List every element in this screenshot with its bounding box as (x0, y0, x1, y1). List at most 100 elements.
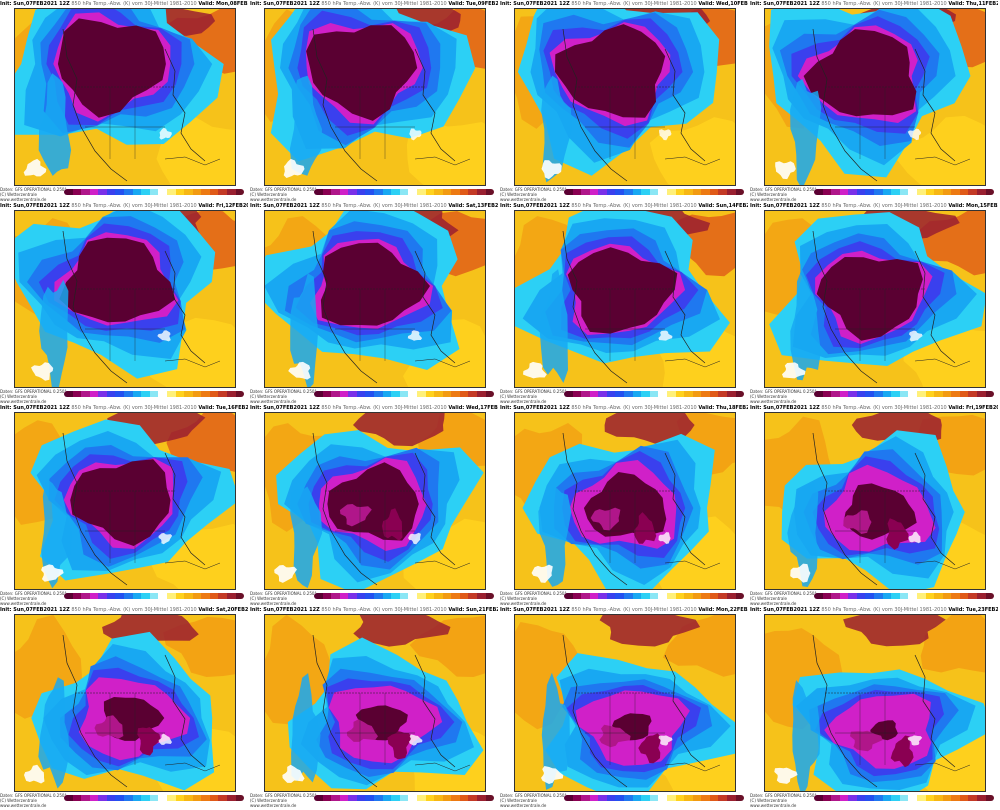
color-scale-swatch (89, 795, 99, 801)
color-scale-swatch (942, 391, 952, 397)
source-line: (C) Wetterzentrale (750, 192, 787, 197)
color-scale-swatch (891, 391, 900, 397)
color-scale-bar (564, 795, 745, 801)
forecast-panel[interactable]: Init: Sun,07FEB2021 12Z 850 hPa Temp.-Ab… (500, 606, 748, 808)
color-scale-swatch (408, 593, 417, 599)
color-scale-bar (64, 593, 245, 599)
forecast-panel[interactable]: Init: Sun,07FEB2021 12Z 850 hPa Temp.-Ab… (500, 0, 748, 202)
panel-footer: Daten: GFS OPERATIONAL 0.250° (C) Wetterz… (750, 389, 998, 404)
color-scale-swatch (476, 795, 486, 801)
source-line: Daten: GFS OPERATIONAL 0.250° (500, 187, 567, 192)
color-scale-swatch (856, 189, 866, 195)
color-scale-swatch (331, 795, 340, 801)
color-scale-swatch (985, 189, 995, 195)
color-scale-swatch (831, 795, 840, 801)
color-scale-swatch (865, 189, 875, 195)
color-scale-bar (314, 593, 495, 599)
color-scale-swatch (951, 593, 960, 599)
color-scale-swatch (632, 593, 642, 599)
color-scale-swatch (459, 189, 469, 195)
color-scale-swatch (735, 391, 745, 397)
color-scale-swatch (934, 593, 943, 599)
color-scale-swatch (641, 189, 650, 195)
color-scale-swatch (365, 391, 375, 397)
panel-footer: Daten: GFS OPERATIONAL 0.250° (C) Wetterz… (0, 389, 248, 404)
forecast-panel[interactable]: Init: Sun,07FEB2021 12Z 850 hPa Temp.-Ab… (500, 202, 748, 404)
source-line: www.wetterzentrale.de (0, 601, 47, 606)
color-scale-swatch (899, 593, 909, 599)
forecast-panel[interactable]: Init: Sun,07FEB2021 12Z 850 hPa Temp.-Ab… (250, 0, 498, 202)
color-scale-swatch (934, 189, 943, 195)
color-scale-swatch (856, 593, 866, 599)
forecast-panel[interactable]: Init: Sun,07FEB2021 12Z 850 hPa Temp.-Ab… (250, 202, 498, 404)
forecast-panel[interactable]: Init: Sun,07FEB2021 12Z 850 hPa Temp.-Ab… (750, 0, 998, 202)
init-time: Init: Sun,07FEB2021 12Z (750, 203, 820, 209)
color-scale-swatch (314, 795, 323, 801)
color-scale-swatch (399, 189, 409, 195)
field-description: 850 hPa Temp.-Abw. (K) vom 30J-Mittel 19… (819, 203, 949, 209)
color-scale-swatch (374, 189, 383, 195)
forecast-panel[interactable]: Init: Sun,07FEB2021 12Z 850 hPa Temp.-Ab… (0, 202, 248, 404)
forecast-panel[interactable]: Init: Sun,07FEB2021 12Z 850 hPa Temp.-Ab… (750, 404, 998, 606)
color-scale-swatch (865, 391, 875, 397)
forecast-panel[interactable]: Init: Sun,07FEB2021 12Z 850 hPa Temp.-Ab… (750, 202, 998, 404)
color-scale-swatch (468, 391, 477, 397)
panel-header: Init: Sun,07FEB2021 12Z 850 hPa Temp.-Ab… (750, 606, 998, 614)
forecast-panel[interactable]: Init: Sun,07FEB2021 12Z 850 hPa Temp.-Ab… (750, 606, 998, 808)
forecast-panel[interactable]: Init: Sun,07FEB2021 12Z 850 hPa Temp.-Ab… (250, 606, 498, 808)
color-scale-swatch (106, 189, 116, 195)
color-scale-swatch (666, 189, 676, 195)
color-scale-swatch (942, 795, 952, 801)
valid-time: Valid: Fri,19FEB2021 06Z (948, 405, 998, 411)
color-scale-swatch (209, 189, 219, 195)
source-line: www.wetterzentrale.de (0, 399, 47, 404)
valid-time: Valid: Sun,21FEB2021 06Z (448, 607, 498, 613)
color-scale-swatch (184, 795, 193, 801)
color-scale-swatch (814, 391, 823, 397)
color-scale-swatch (158, 391, 167, 397)
source-credit: Daten: GFS OPERATIONAL 0.250° (C) Wetterz… (250, 187, 316, 202)
source-line: Daten: GFS OPERATIONAL 0.250° (0, 187, 67, 192)
color-scale-swatch (485, 795, 495, 801)
field-description: 850 hPa Temp.-Abw. (K) vom 30J-Mittel 19… (569, 203, 699, 209)
source-credit: Daten: GFS OPERATIONAL 0.250° (C) Wetterz… (250, 793, 317, 808)
source-line: www.wetterzentrale.de (750, 601, 797, 606)
color-scale-swatch (365, 189, 375, 195)
color-scale-swatch (684, 189, 693, 195)
color-scale-swatch (235, 593, 245, 599)
forecast-panel[interactable]: Init: Sun,07FEB2021 12Z 850 hPa Temp.-Ab… (250, 404, 498, 606)
source-line: (C) Wetterzentrale (250, 596, 287, 601)
color-scale-swatch (581, 795, 590, 801)
color-scale-swatch (848, 391, 857, 397)
color-scale-swatch (476, 391, 486, 397)
valid-time: Valid: Sat,13FEB2021 06Z (448, 203, 498, 209)
forecast-panel[interactable]: Init: Sun,07FEB2021 12Z 850 hPa Temp.-Ab… (0, 0, 248, 202)
color-scale-swatch (641, 593, 650, 599)
color-scale-swatch (874, 391, 883, 397)
color-scale-swatch (718, 795, 727, 801)
forecast-panel[interactable]: Init: Sun,07FEB2021 12Z 850 hPa Temp.-Ab… (0, 606, 248, 808)
color-scale-swatch (951, 391, 960, 397)
temperature-anomaly-map (514, 614, 736, 792)
color-scale-swatch (814, 189, 823, 195)
color-scale-swatch (124, 189, 133, 195)
init-time: Init: Sun,07FEB2021 12Z (250, 607, 320, 613)
source-line: Daten: GFS OPERATIONAL 0.250° (250, 793, 317, 798)
color-scale-swatch (891, 593, 900, 599)
color-scale-swatch (925, 795, 935, 801)
valid-time: Valid: Wed,10FEB2021 06Z (698, 1, 748, 7)
color-scale-swatch (624, 795, 633, 801)
source-credit: Daten: GFS OPERATIONAL 0.250° (C) Wetterz… (0, 591, 66, 606)
color-scale-swatch (968, 795, 977, 801)
color-scale-swatch (701, 189, 710, 195)
source-line: Daten: GFS OPERATIONAL 0.250° (250, 591, 317, 596)
color-scale-swatch (166, 593, 176, 599)
color-scale-swatch (882, 795, 892, 801)
valid-time: Valid: Mon,22FEB2021 06Z (698, 607, 748, 613)
color-scale-swatch (331, 593, 340, 599)
panel-header: Init: Sun,07FEB2021 12Z 850 hPa Temp.-Ab… (0, 606, 248, 614)
color-scale-swatch (908, 795, 917, 801)
forecast-panel[interactable]: Init: Sun,07FEB2021 12Z 850 hPa Temp.-Ab… (500, 404, 748, 606)
color-scale-swatch (735, 593, 745, 599)
forecast-panel[interactable]: Init: Sun,07FEB2021 12Z 850 hPa Temp.-Ab… (0, 404, 248, 606)
